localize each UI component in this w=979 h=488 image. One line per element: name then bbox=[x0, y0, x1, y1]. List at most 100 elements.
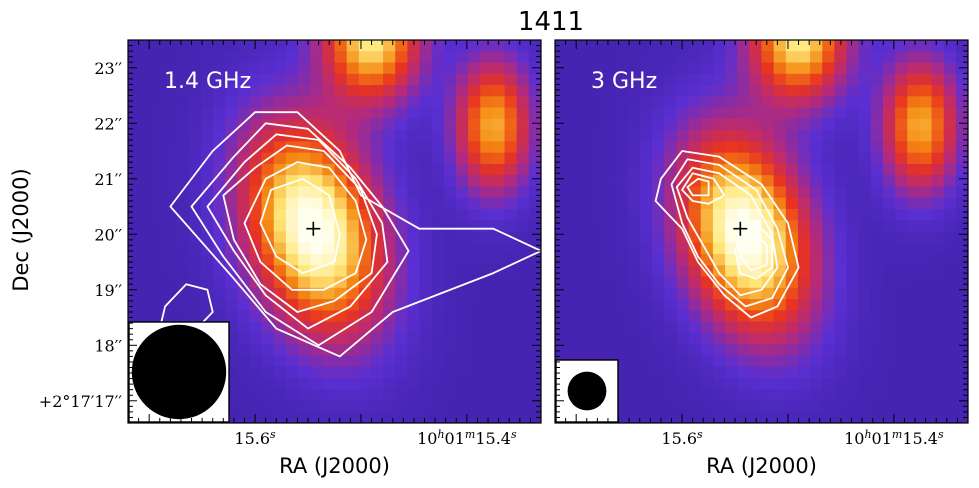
map-pixel bbox=[640, 287, 653, 300]
map-pixel bbox=[640, 242, 653, 255]
map-pixel bbox=[931, 265, 945, 278]
map-pixel bbox=[895, 321, 908, 334]
map-pixel bbox=[152, 107, 166, 120]
map-pixel bbox=[516, 51, 530, 64]
map-pixel bbox=[919, 242, 933, 255]
map-pixel bbox=[761, 377, 775, 390]
map-pixel bbox=[907, 152, 921, 165]
map-pixel bbox=[176, 118, 190, 131]
map-pixel bbox=[176, 51, 190, 64]
map-pixel bbox=[761, 85, 775, 97]
map-pixel bbox=[431, 107, 445, 120]
map-pixel bbox=[334, 366, 348, 379]
map-pixel bbox=[737, 208, 750, 221]
map-pixel bbox=[810, 96, 823, 109]
map-pixel bbox=[797, 208, 811, 221]
map-pixel bbox=[810, 355, 823, 368]
map-pixel bbox=[237, 208, 251, 221]
map-pixel bbox=[725, 355, 738, 368]
map-pixel bbox=[943, 377, 957, 390]
map-pixel bbox=[225, 411, 238, 423]
map-pixel bbox=[200, 265, 214, 278]
map-pixel bbox=[846, 355, 860, 368]
map-pixel bbox=[773, 163, 787, 176]
map-pixel bbox=[516, 332, 530, 345]
map-pixel bbox=[346, 377, 360, 390]
map-pixel bbox=[358, 118, 372, 131]
map-pixel bbox=[749, 299, 763, 311]
map-pixel bbox=[955, 242, 968, 255]
map-pixel bbox=[652, 208, 665, 221]
map-pixel bbox=[785, 163, 799, 176]
map-pixel bbox=[895, 85, 908, 97]
map-pixel bbox=[322, 220, 336, 233]
map-pixel bbox=[640, 175, 653, 188]
map-pixel bbox=[164, 175, 178, 188]
map-pixel bbox=[492, 389, 506, 402]
map-pixel bbox=[579, 40, 593, 52]
map-pixel bbox=[712, 344, 726, 357]
map-pixel bbox=[822, 321, 835, 334]
map-pixel bbox=[455, 411, 469, 423]
map-pixel bbox=[407, 321, 421, 334]
map-pixel bbox=[395, 377, 408, 390]
map-pixel bbox=[882, 299, 896, 311]
map-pixel bbox=[225, 400, 238, 413]
map-pixel bbox=[737, 186, 750, 199]
map-pixel bbox=[615, 389, 629, 402]
map-pixel bbox=[773, 411, 787, 423]
map-pixel bbox=[919, 40, 933, 52]
map-pixel bbox=[931, 321, 945, 334]
map-pixel bbox=[128, 130, 141, 142]
map-pixel bbox=[358, 186, 372, 199]
map-pixel bbox=[164, 40, 178, 52]
map-pixel bbox=[468, 411, 481, 423]
map-pixel bbox=[943, 220, 957, 233]
map-pixel bbox=[907, 220, 921, 233]
map-pixel bbox=[152, 130, 166, 142]
map-pixel bbox=[749, 287, 763, 300]
map-pixel bbox=[395, 85, 408, 97]
map-pixel bbox=[383, 85, 396, 97]
map-pixel bbox=[567, 208, 580, 221]
map-pixel bbox=[664, 242, 678, 255]
map-pixel bbox=[249, 73, 263, 86]
map-pixel bbox=[567, 85, 580, 97]
map-pixel bbox=[273, 242, 287, 255]
map-pixel bbox=[407, 276, 421, 289]
map-pixel bbox=[528, 299, 541, 311]
map-pixel bbox=[761, 332, 775, 345]
map-pixel bbox=[797, 254, 811, 266]
map-pixel bbox=[140, 231, 153, 244]
map-pixel bbox=[676, 265, 690, 278]
map-pixel bbox=[627, 220, 641, 233]
map-pixel bbox=[310, 107, 323, 120]
map-pixel bbox=[395, 332, 408, 345]
map-pixel bbox=[176, 96, 190, 109]
map-pixel bbox=[882, 254, 896, 266]
map-pixel bbox=[298, 411, 311, 423]
map-pixel bbox=[407, 287, 421, 300]
map-pixel bbox=[822, 276, 835, 289]
map-pixel bbox=[591, 197, 605, 210]
map-pixel bbox=[664, 254, 678, 266]
map-pixel bbox=[346, 344, 360, 357]
map-pixel bbox=[919, 73, 933, 86]
map-pixel bbox=[627, 208, 641, 221]
map-pixel bbox=[797, 40, 811, 52]
map-pixel bbox=[943, 242, 957, 255]
map-pixel bbox=[370, 107, 384, 120]
map-pixel bbox=[152, 254, 166, 266]
map-pixel bbox=[749, 208, 763, 221]
map-pixel bbox=[285, 152, 299, 165]
map-pixel bbox=[516, 62, 530, 75]
map-pixel bbox=[688, 287, 702, 300]
map-pixel bbox=[249, 130, 263, 142]
map-pixel bbox=[882, 332, 896, 345]
map-pixel bbox=[346, 231, 360, 244]
map-pixel bbox=[152, 96, 166, 109]
map-pixel bbox=[225, 208, 238, 221]
map-pixel bbox=[870, 85, 884, 97]
map-pixel bbox=[443, 73, 457, 86]
map-pixel bbox=[591, 96, 605, 109]
